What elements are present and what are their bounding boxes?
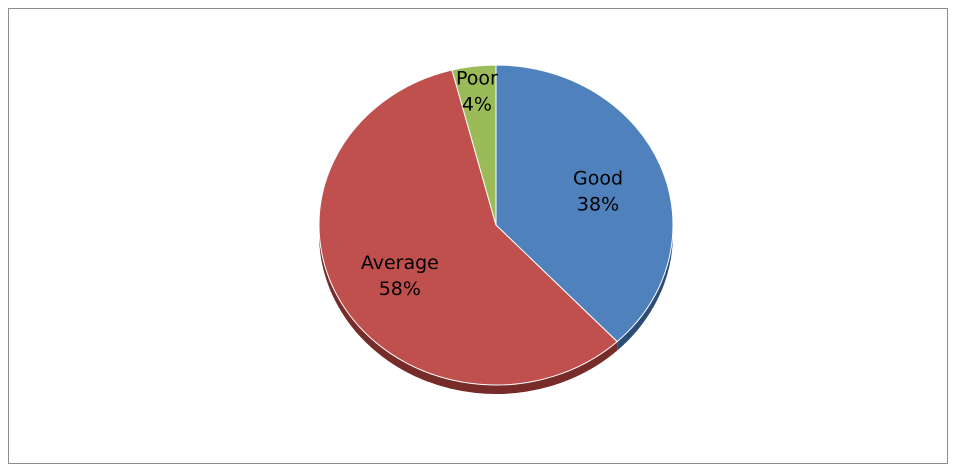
data-label-value-good: 38% (577, 193, 619, 215)
pie-slice-good[interactable] (495, 64, 674, 343)
pie-slices (318, 64, 674, 386)
pie-depth (319, 225, 673, 394)
pie-slice-poor[interactable] (451, 64, 497, 226)
pie-labels: Good 38% Average 58% Poor 4% (361, 67, 623, 299)
data-label-value-poor: 4% (462, 93, 492, 115)
pie-slice-average[interactable] (318, 69, 618, 386)
data-label-value-average: 58% (379, 278, 421, 300)
data-label-category-poor: Poor (456, 67, 498, 89)
pie-slice-side-good (617, 225, 673, 351)
data-label-category-good: Good (573, 167, 623, 189)
data-label-category-average: Average (361, 252, 439, 274)
